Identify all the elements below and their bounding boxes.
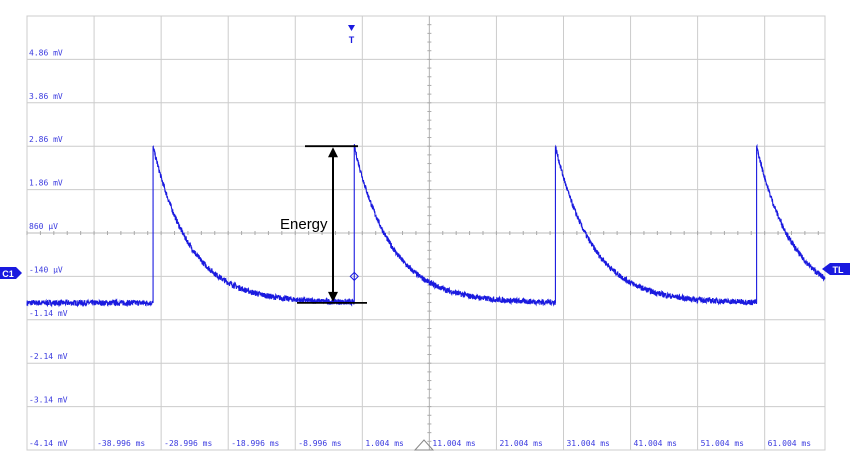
energy-label: Energy xyxy=(280,216,328,233)
energy-arrow-down xyxy=(328,291,338,302)
x-tick-label: -38.996 ms xyxy=(97,439,145,448)
y-tick-label: -4.14 mV xyxy=(29,439,68,448)
y-axis-labels: 4.86 mV 3.86 mV 2.86 mV 1.86 mV 860 µV -140 µ… xyxy=(29,48,68,448)
y-tick-label: -2.14 mV xyxy=(29,352,68,361)
y-tick-label: 3.86 mV xyxy=(29,92,63,101)
x-tick-label: 31.004 ms xyxy=(566,439,610,448)
trigger-marker[interactable]: T xyxy=(348,25,355,45)
trigger-label: T xyxy=(349,35,355,45)
energy-annotation: Energy xyxy=(280,145,367,304)
trigger-arrow-icon xyxy=(348,25,355,31)
y-tick-label: -3.14 mV xyxy=(29,396,68,405)
series-line xyxy=(26,143,826,308)
energy-arrow-up xyxy=(328,147,338,158)
x-tick-label: 61.004 ms xyxy=(768,439,812,448)
x-tick-label: 51.004 ms xyxy=(701,439,745,448)
trigger-level-label: TL xyxy=(833,265,844,275)
y-tick-label: 2.86 mV xyxy=(29,135,63,144)
x-tick-label: -28.996 ms xyxy=(164,439,212,448)
x-axis-labels: -38.996 ms -28.996 ms -18.996 ms -8.996 ms 1… xyxy=(97,439,811,448)
y-tick-label: -1.14 mV xyxy=(29,309,68,318)
trigger-level-flag-icon xyxy=(822,263,850,275)
y-tick-label: 4.86 mV xyxy=(29,48,63,57)
channel-marker[interactable]: C1 xyxy=(0,267,22,279)
y-tick-label: -140 µV xyxy=(29,265,63,274)
x-tick-label: -8.996 ms xyxy=(298,439,342,448)
grid xyxy=(26,15,826,451)
x-tick-label: -18.996 ms xyxy=(231,439,279,448)
waveform-trace xyxy=(26,143,826,308)
channel-label: C1 xyxy=(2,269,14,279)
trigger-point-marker xyxy=(349,271,359,282)
x-tick-label: 11.004 ms xyxy=(432,439,476,448)
y-tick-label: 1.86 mV xyxy=(29,179,63,188)
x-tick-label: 41.004 ms xyxy=(634,439,678,448)
channel-flag-icon xyxy=(0,267,22,279)
y-tick-label: 860 µV xyxy=(29,222,58,231)
trigger-level-marker[interactable]: TL xyxy=(822,263,850,275)
x-tick-label: 1.004 ms xyxy=(365,439,404,448)
horizontal-position-icon[interactable] xyxy=(413,439,435,451)
x-tick-label: 21.004 ms xyxy=(499,439,543,448)
